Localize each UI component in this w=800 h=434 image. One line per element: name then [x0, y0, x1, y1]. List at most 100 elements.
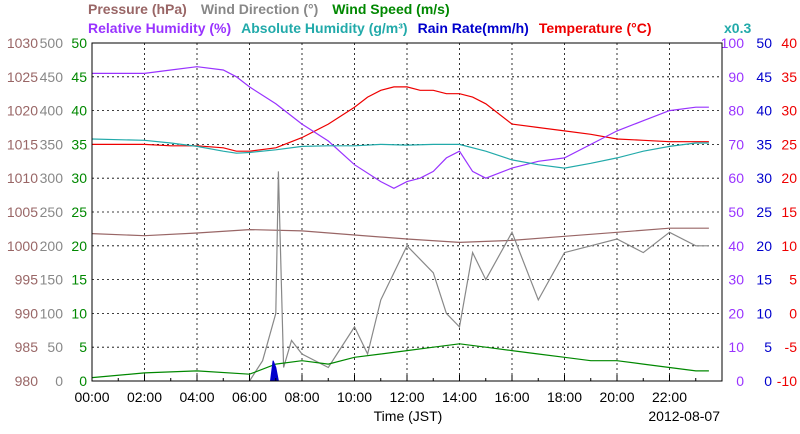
- y-tick-temp: -5: [785, 339, 798, 355]
- y-tick-rain: 25: [756, 204, 772, 220]
- y-tick-wind-speed: 20: [71, 238, 87, 254]
- series-temperature-c: [92, 86, 709, 152]
- y-tick-rain: 35: [756, 136, 772, 152]
- y-tick-rh: 30: [728, 272, 744, 288]
- y-tick-pressure: 990: [15, 305, 39, 321]
- y-tick-wind-speed: 40: [71, 103, 87, 119]
- x-tick-label: 18:00: [547, 389, 582, 405]
- x-tick-label: 06:00: [232, 389, 267, 405]
- y-tick-pressure: 1000: [7, 238, 38, 254]
- y-tick-pressure: 1020: [7, 103, 38, 119]
- title-row-2-item: Relative Humidity (%): [88, 20, 231, 36]
- series-relative-humidity: [92, 66, 709, 189]
- x-tick-label: 22:00: [652, 389, 687, 405]
- y-tick-wind-dir: 450: [40, 69, 64, 85]
- title-row-2-item: Temperature (°C): [539, 20, 652, 36]
- x-tick-label: 10:00: [337, 389, 372, 405]
- y-tick-wind-speed: 5: [79, 339, 87, 355]
- y-tick-wind-speed: 0: [79, 373, 87, 389]
- left-axes: 1030102510201015101010051000995990985980…: [7, 35, 87, 389]
- y-tick-temp: 0: [789, 305, 797, 321]
- y-tick-pressure: 1010: [7, 170, 38, 186]
- y-tick-wind-speed: 45: [71, 69, 87, 85]
- chart-titles: Pressure (hPa) Wind Direction (°) Wind Spe…: [88, 1, 751, 36]
- y-tick-temp: 15: [781, 204, 797, 220]
- x-tick-label: 20:00: [599, 389, 634, 405]
- y-tick-rh: 80: [728, 103, 744, 119]
- y-tick-wind-dir: 300: [40, 170, 64, 186]
- y-tick-temp: 5: [789, 272, 797, 288]
- x-tick-label: 14:00: [442, 389, 477, 405]
- x-axis: 00:00 02:00 04:00 06:00 08:00 10:00 12:00 14:00…: [74, 375, 723, 405]
- rain-scale-note: x0.3: [724, 20, 751, 36]
- y-tick-wind-speed: 15: [71, 272, 87, 288]
- y-tick-temp: 20: [781, 170, 797, 186]
- series-wind-speed-m-s: [91, 343, 709, 379]
- x-tick-label: 16:00: [494, 389, 529, 405]
- y-tick-rain: 0: [764, 373, 772, 389]
- y-tick-pressure: 1015: [7, 136, 38, 152]
- date-label: 2012-08-07: [648, 408, 720, 424]
- y-tick-wind-dir: 0: [55, 373, 63, 389]
- y-tick-wind-speed: 30: [71, 170, 87, 186]
- y-tick-rain: 10: [756, 305, 772, 321]
- y-tick-pressure: 980: [15, 373, 39, 389]
- x-tick-label: 00:00: [74, 389, 109, 405]
- y-tick-wind-dir: 400: [40, 103, 64, 119]
- y-tick-wind-dir: 100: [40, 305, 64, 321]
- y-tick-pressure: 1025: [7, 69, 38, 85]
- y-tick-temp: 25: [781, 136, 797, 152]
- series-wind-direction: [248, 171, 709, 382]
- y-tick-rain: 20: [756, 238, 772, 254]
- x-tick-label: 08:00: [284, 389, 319, 405]
- y-tick-wind-speed: 35: [71, 136, 87, 152]
- y-tick-pressure: 995: [15, 272, 39, 288]
- y-tick-wind-speed: 25: [71, 204, 87, 220]
- y-tick-rh: 100: [721, 35, 745, 51]
- title-row-2-item: Rain Rate(mm/h): [418, 20, 529, 36]
- y-tick-rh: 90: [728, 69, 744, 85]
- x-tick-label: 12:00: [389, 389, 424, 405]
- y-tick-wind-dir: 500: [40, 35, 64, 51]
- y-tick-rain: 50: [756, 35, 772, 51]
- y-tick-rain: 40: [756, 103, 772, 119]
- y-tick-pressure: 1030: [7, 35, 38, 51]
- y-tick-wind-dir: 150: [40, 272, 64, 288]
- y-tick-pressure: 985: [15, 339, 39, 355]
- title-row-1-item: Wind Speed (m/s): [332, 1, 449, 17]
- y-tick-temp: 30: [781, 103, 797, 119]
- x-tick-label: 04:00: [179, 389, 214, 405]
- y-tick-rh: 0: [736, 373, 744, 389]
- y-tick-wind-dir: 350: [40, 136, 64, 152]
- y-tick-rh: 20: [728, 305, 744, 321]
- y-tick-rh: 50: [728, 204, 744, 220]
- series-absolute-humidity-g-m: [91, 138, 709, 169]
- y-tick-rain: 30: [756, 170, 772, 186]
- y-tick-rain: 15: [756, 272, 772, 288]
- y-tick-wind-dir: 200: [40, 238, 64, 254]
- x-axis-label: Time (JST): [374, 408, 443, 424]
- y-tick-rh: 70: [728, 136, 744, 152]
- y-tick-rh: 10: [728, 339, 744, 355]
- y-tick-wind-speed: 50: [71, 35, 87, 51]
- title-row-1-item: Wind Direction (°): [201, 1, 318, 17]
- title-row-2-item: Absolute Humidity (g/m³): [241, 20, 407, 36]
- title-row-2: Relative Humidity (%) Absolute Humidity (…: [88, 20, 652, 36]
- y-tick-wind-dir: 250: [40, 204, 64, 220]
- title-row-1-item: Pressure (hPa): [88, 1, 187, 17]
- y-tick-rh: 60: [728, 170, 744, 186]
- y-tick-temp: 35: [781, 69, 797, 85]
- series-pressure-hpa: [91, 227, 709, 244]
- y-tick-pressure: 1005: [7, 204, 38, 220]
- y-tick-rain: 45: [756, 69, 772, 85]
- y-tick-rain: 5: [764, 339, 772, 355]
- y-tick-wind-speed: 10: [71, 305, 87, 321]
- plot-series: [91, 66, 709, 382]
- right-axes: 1009080706050403020100504540353025201510…: [721, 35, 798, 389]
- y-tick-temp: 40: [781, 35, 797, 51]
- grid: [92, 43, 722, 381]
- y-tick-wind-dir: 50: [47, 339, 63, 355]
- y-tick-rh: 40: [728, 238, 744, 254]
- title-row-1: Pressure (hPa) Wind Direction (°) Wind Spe…: [88, 1, 450, 17]
